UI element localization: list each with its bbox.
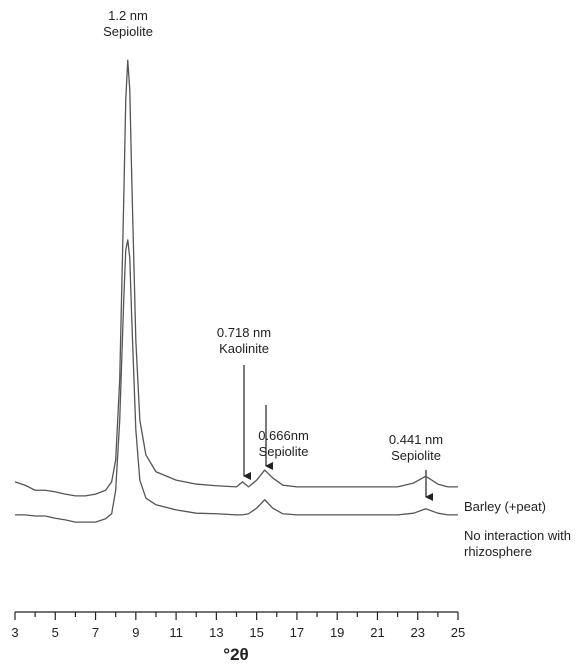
x-tick-label: 17: [290, 625, 304, 640]
x-tick-label: 11: [169, 625, 183, 640]
x-tick-label: 7: [92, 625, 99, 640]
legend-label: No interaction with rhizosphere: [464, 528, 571, 559]
x-tick-label: 3: [11, 625, 18, 640]
annotation: 0.718 nm Kaolinite: [216, 325, 272, 356]
x-tick-label: 15: [249, 625, 263, 640]
x-tick-label: 25: [451, 625, 465, 640]
x-tick-label: 9: [132, 625, 139, 640]
x-axis-label: °2θ: [223, 645, 248, 664]
x-tick-label: 19: [330, 625, 344, 640]
x-tick-label: 13: [209, 625, 223, 640]
x-tick-label: 5: [52, 625, 59, 640]
data-line: [15, 239, 458, 523]
x-tick-label: 21: [370, 625, 384, 640]
annotation: 0.441 nm Sepiolite: [388, 432, 444, 463]
x-tick-label: 23: [410, 625, 424, 640]
annotation: 0.666nm Sepiolite: [258, 428, 309, 459]
annotation: 1.2 nm Sepiolite: [103, 8, 153, 39]
legend-label: Barley (+peat): [464, 499, 547, 514]
data-line: [14, 59, 458, 497]
